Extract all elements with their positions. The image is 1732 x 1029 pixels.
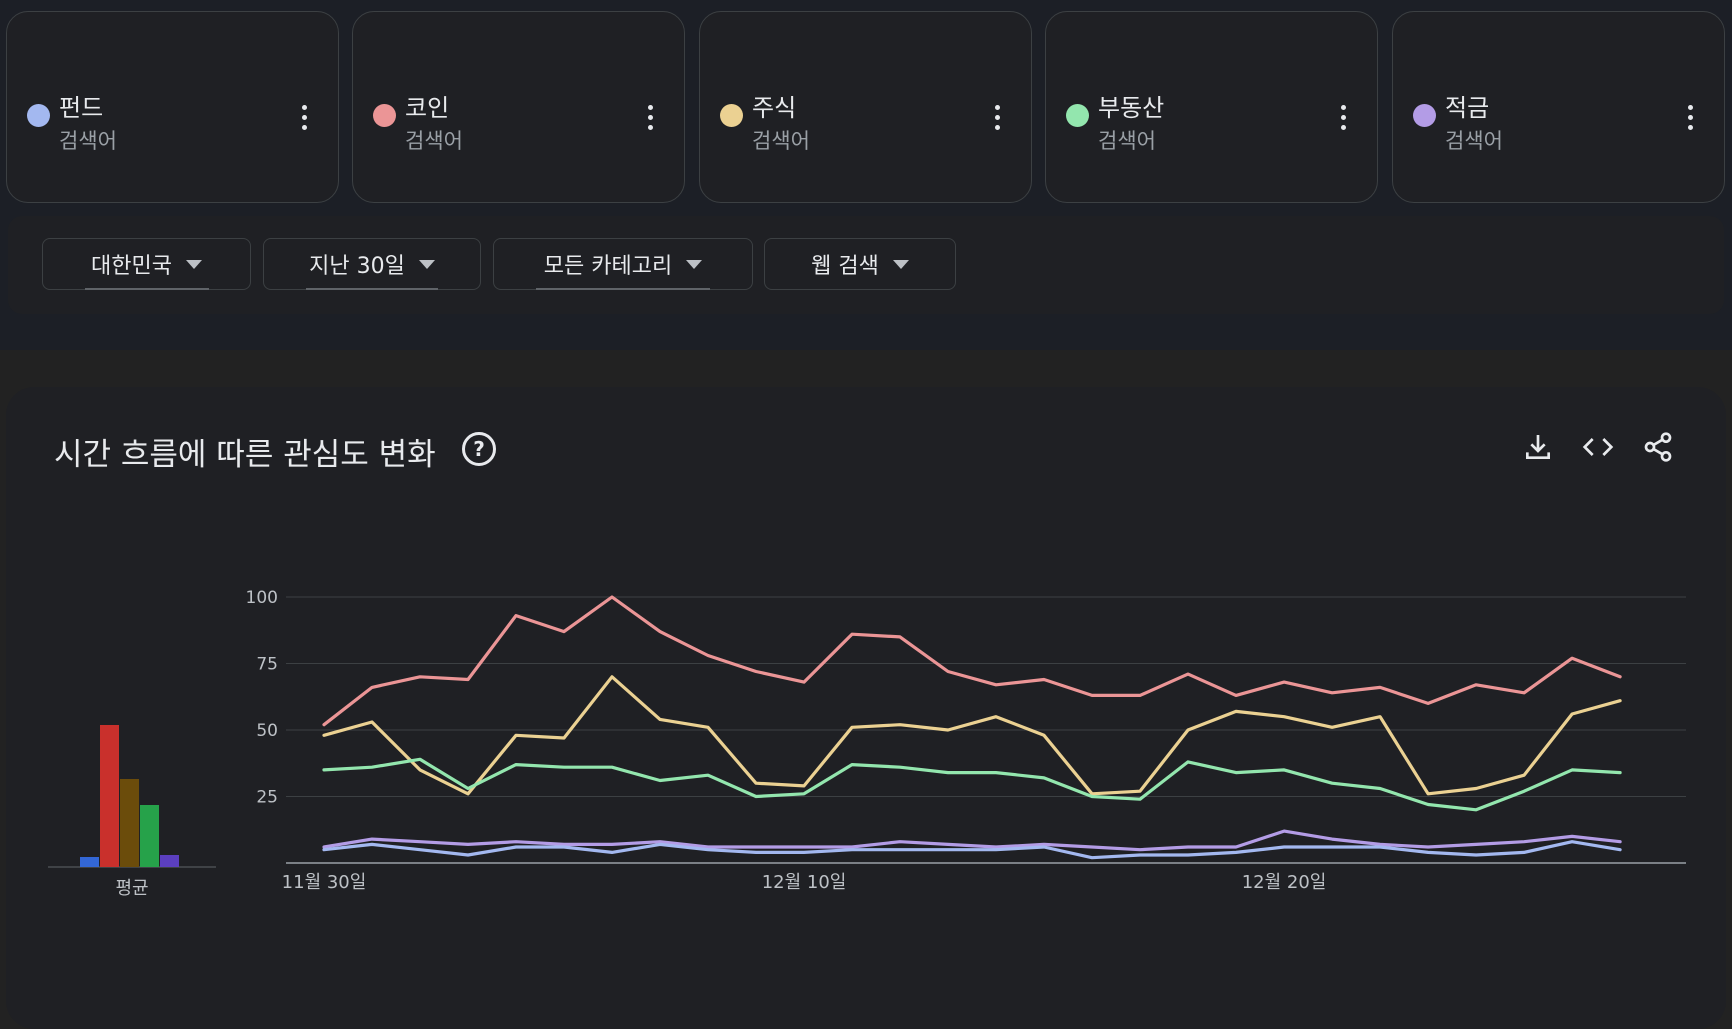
term-color-dot — [720, 104, 743, 127]
term-type: 검색어 — [1445, 129, 1503, 153]
x-tick-label: 11월 30일 — [282, 872, 367, 893]
filter-underline — [306, 288, 438, 290]
series-line-3 — [322, 757, 1622, 812]
x-tick-label: 12월 20일 — [1242, 872, 1327, 893]
term-type: 검색어 — [405, 129, 463, 153]
avg-bar-3 — [120, 779, 139, 867]
x-tick-label: 12월 10일 — [762, 872, 847, 893]
dropdown-arrow-icon — [418, 259, 435, 269]
avg-chart-xlabel: 평균 — [115, 878, 148, 899]
term-name: 주식 — [752, 94, 797, 122]
dropdown-arrow-icon — [185, 259, 202, 269]
term-name: 코인 — [405, 94, 450, 122]
more-vert-icon[interactable] — [1678, 100, 1702, 134]
region-filter[interactable]: 대한민국 — [42, 238, 251, 290]
term-color-dot — [373, 104, 396, 127]
series-line-2 — [322, 675, 1622, 796]
dropdown-arrow-icon — [686, 259, 703, 269]
interest-line-chart: 100 75 50 25 11월 30일 12월 10일 12월 20일 — [246, 588, 1686, 893]
help-icon[interactable]: ? — [462, 432, 496, 466]
term-card-2[interactable]: 코인 검색어 — [352, 11, 685, 203]
avg-bar-1 — [80, 857, 99, 867]
region-filter-label: 대한민국 — [91, 254, 172, 279]
more-vert-icon[interactable] — [1331, 100, 1355, 134]
interest-over-time-card: 시간 흐름에 따른 관심도 변화 ? 평균 100 75 50 25 11월 30일 12… — [6, 387, 1726, 1029]
y-tick-label: 75 — [256, 655, 278, 675]
dropdown-arrow-icon — [892, 259, 909, 269]
embed-code-icon[interactable] — [1582, 431, 1614, 463]
search-type-filter[interactable]: 웹 검색 — [764, 238, 956, 290]
chart-title: 시간 흐름에 따른 관심도 변화 — [54, 437, 436, 473]
filter-underline — [85, 288, 209, 290]
term-type: 검색어 — [752, 129, 810, 153]
avg-bar-5 — [160, 855, 179, 867]
term-color-dot — [1066, 104, 1089, 127]
term-color-dot — [27, 104, 50, 127]
series-line-1 — [322, 595, 1622, 727]
download-icon[interactable] — [1522, 431, 1554, 463]
filter-underline — [536, 288, 710, 290]
term-card-1[interactable]: 펀드 검색어 — [6, 11, 339, 203]
filter-bar: 대한민국 지난 30일 모든 카테고리 웹 검색 — [8, 216, 1724, 314]
term-type: 검색어 — [1098, 129, 1156, 153]
period-filter[interactable]: 지난 30일 — [263, 238, 481, 290]
series-line-5 — [322, 840, 1622, 860]
category-filter-label: 모든 카테고리 — [543, 254, 673, 279]
term-name: 적금 — [1445, 94, 1490, 122]
term-name: 부동산 — [1098, 94, 1165, 122]
term-card-4[interactable]: 부동산 검색어 — [1045, 11, 1378, 203]
term-type: 검색어 — [59, 129, 117, 153]
y-tick-label: 50 — [256, 721, 278, 741]
avg-bar-4 — [140, 805, 159, 867]
y-tick-label: 25 — [256, 788, 278, 808]
term-card-3[interactable]: 주식 검색어 — [699, 11, 1032, 203]
more-vert-icon[interactable] — [638, 100, 662, 134]
series-line-4 — [322, 829, 1622, 852]
search-type-filter-label: 웹 검색 — [811, 254, 879, 279]
period-filter-label: 지난 30일 — [309, 254, 405, 279]
y-tick-label: 100 — [246, 588, 278, 608]
average-bar-chart: 평균 — [48, 725, 216, 899]
term-color-dot — [1413, 104, 1436, 127]
avg-bar-2 — [100, 725, 119, 867]
more-vert-icon[interactable] — [985, 100, 1009, 134]
more-vert-icon[interactable] — [292, 100, 316, 134]
share-icon[interactable] — [1642, 431, 1674, 463]
term-name: 펀드 — [59, 94, 104, 122]
category-filter[interactable]: 모든 카테고리 — [493, 238, 753, 290]
term-card-5[interactable]: 적금 검색어 — [1392, 11, 1725, 203]
